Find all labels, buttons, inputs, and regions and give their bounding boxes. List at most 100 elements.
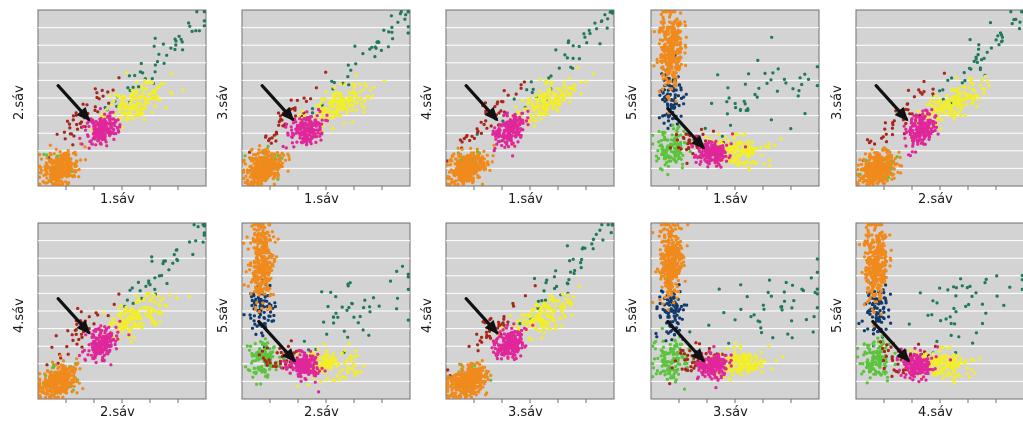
- data-point: [679, 114, 683, 118]
- data-point: [667, 46, 671, 50]
- data-point: [688, 149, 692, 154]
- data-point: [472, 153, 476, 157]
- data-point: [663, 83, 667, 87]
- data-point: [54, 363, 58, 367]
- data-point: [551, 102, 555, 106]
- data-point: [668, 84, 672, 88]
- data-point: [202, 231, 206, 235]
- data-point: [946, 78, 950, 82]
- data-point: [682, 129, 686, 133]
- data-point: [919, 141, 923, 145]
- data-point: [873, 142, 877, 146]
- data-point: [662, 56, 666, 60]
- data-point: [502, 128, 506, 132]
- data-point: [595, 27, 599, 31]
- data-point: [452, 152, 456, 156]
- data-point: [959, 114, 963, 118]
- data-point: [898, 163, 902, 168]
- data-point: [917, 88, 921, 92]
- data-point: [89, 353, 94, 357]
- data-point: [451, 169, 455, 173]
- data-point: [276, 177, 280, 181]
- data-point: [524, 119, 528, 123]
- data-point: [133, 113, 137, 117]
- data-point: [684, 132, 688, 136]
- data-point: [93, 105, 97, 109]
- data-point: [60, 174, 64, 178]
- data-point: [63, 372, 67, 376]
- data-point: [358, 97, 362, 101]
- data-point: [725, 112, 729, 116]
- data-point: [127, 330, 131, 334]
- data-point: [717, 162, 721, 166]
- data-point: [61, 359, 66, 363]
- data-point: [248, 168, 252, 172]
- data-point: [936, 132, 940, 136]
- data-point: [122, 94, 126, 99]
- data-point: [865, 138, 870, 142]
- data-point: [916, 142, 920, 146]
- data-point: [903, 136, 907, 140]
- data-point: [151, 89, 155, 93]
- data-point: [295, 127, 299, 131]
- data-point: [165, 281, 169, 286]
- data-point: [70, 333, 74, 337]
- data-point: [143, 78, 147, 83]
- data-point: [519, 118, 523, 122]
- data-point: [137, 311, 141, 315]
- data-point: [652, 30, 656, 34]
- data-point: [886, 156, 890, 161]
- data-point: [732, 158, 736, 162]
- scatter-plot: [650, 9, 820, 190]
- data-point: [54, 182, 58, 186]
- data-point: [148, 96, 152, 101]
- data-point: [58, 389, 62, 393]
- data-point: [93, 130, 97, 134]
- data-point: [53, 384, 57, 388]
- data-point: [560, 90, 564, 94]
- data-point: [502, 89, 506, 93]
- data-point: [175, 296, 179, 300]
- data-point: [687, 138, 691, 142]
- data-point: [710, 101, 714, 105]
- data-point: [513, 117, 517, 121]
- data-point: [72, 134, 76, 138]
- data-point: [254, 156, 258, 160]
- data-point: [272, 182, 276, 186]
- data-point: [662, 157, 666, 161]
- data-point: [982, 56, 986, 61]
- data-point: [324, 89, 328, 94]
- data-point: [593, 21, 597, 25]
- data-point: [270, 136, 274, 140]
- data-point: [910, 112, 914, 116]
- x-axis-label: 2.sáv: [918, 192, 953, 207]
- data-point: [332, 104, 336, 108]
- data-point: [112, 302, 116, 306]
- data-point: [191, 252, 195, 257]
- data-point: [46, 369, 50, 373]
- data-point: [931, 87, 935, 91]
- data-point: [880, 170, 884, 174]
- data-point: [302, 96, 306, 100]
- data-point: [121, 325, 125, 329]
- data-point: [51, 366, 55, 370]
- data-point: [350, 91, 354, 96]
- data-point: [606, 17, 610, 21]
- data-point: [365, 84, 369, 88]
- data-point: [66, 149, 70, 153]
- data-point: [675, 122, 679, 126]
- data-point: [865, 179, 869, 183]
- data-point: [265, 147, 269, 151]
- data-point: [329, 104, 333, 109]
- data-point: [322, 108, 327, 112]
- scatter-panel: 1.sáv 2.sáv: [8, 0, 212, 214]
- data-point: [313, 132, 317, 136]
- data-point: [769, 118, 773, 122]
- data-point: [57, 167, 61, 172]
- data-point: [743, 102, 747, 106]
- data-point: [671, 127, 676, 131]
- data-point: [878, 169, 882, 173]
- data-point: [963, 113, 967, 117]
- data-point: [338, 102, 342, 106]
- data-point: [137, 316, 141, 320]
